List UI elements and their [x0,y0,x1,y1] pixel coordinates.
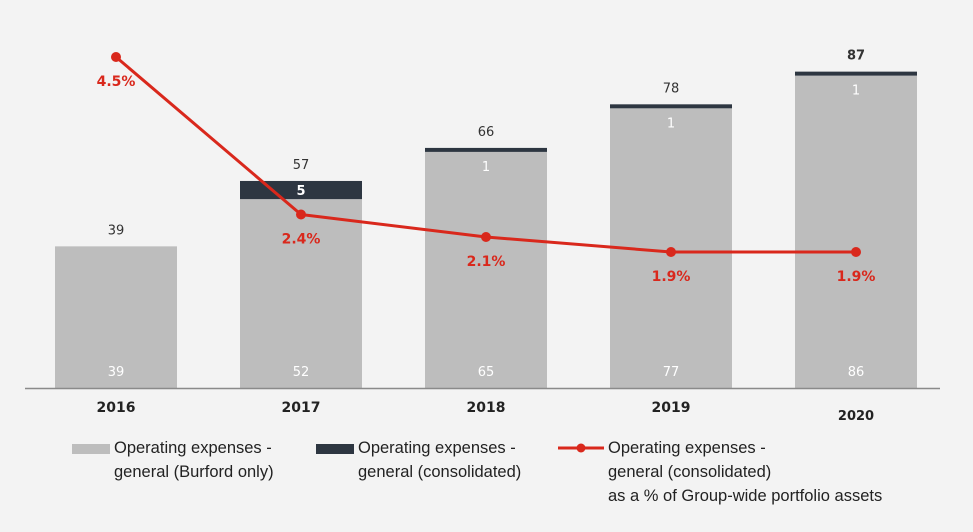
legend-label-consolidated: Operating expenses - general (consolidat… [358,436,521,484]
legend-item-consolidated: Operating expenses - general (consolidat… [316,436,521,484]
label-consolidated-2020: 1 [852,84,860,99]
legend-label-burford-only: Operating expenses - general (Burford on… [114,436,274,484]
bar-consolidated-2020 [795,71,917,76]
label-consolidated-2018: 1 [482,160,490,175]
line-point-2020 [851,247,861,257]
line-label-2019: 1.9% [652,269,691,285]
legend-line: as a % of Group-wide portfolio assets [608,487,883,505]
line-label-2017: 2.4% [282,232,321,248]
label-consolidated-2019: 1 [667,116,675,131]
bar-burford-only-2016 [55,246,177,388]
legend-swatch-burford-only [72,444,110,454]
legend-line: general (Burford only) [114,463,274,481]
legend-swatch-consolidated [316,444,354,454]
x-tick-2016: 2016 [97,400,136,416]
x-tick-2020: 2020 [838,409,874,424]
x-tick-2019: 2019 [652,400,691,416]
line-label-2020: 1.9% [837,269,876,285]
label-total-2019: 78 [663,81,680,96]
legend-item-percentage: Operating expenses - general (consolidat… [558,436,882,508]
legend-item-burford-only: Operating expenses - general (Burford on… [72,436,274,484]
bar-burford-only-2018 [425,151,547,388]
label-base-2019: 77 [663,365,680,380]
bar-burford-only-2017 [240,199,362,388]
line-label-2018: 2.1% [467,254,506,270]
x-tick-2017: 2017 [282,400,321,416]
label-base-2020: 86 [848,365,865,380]
label-total-2016: 39 [108,223,125,238]
legend-label-percentage: Operating expenses - general (consolidat… [608,436,882,508]
label-consolidated-2017: 5 [296,184,305,199]
legend-line: Operating expenses - [114,439,272,457]
legend-line: general (consolidated) [608,463,772,481]
legend-line: Operating expenses - [358,439,516,457]
legend-line: Operating expenses - [608,439,766,457]
bar-consolidated-2017 [240,180,362,200]
line-point-2018 [481,232,491,242]
line-point-2016 [111,52,121,62]
line-point-2017 [296,209,306,220]
label-base-2017: 52 [293,365,310,380]
bar-consolidated-2019 [610,104,732,109]
label-total-2018: 66 [478,125,495,140]
bar-consolidated-2018 [425,147,547,152]
label-base-2018: 65 [478,365,495,380]
x-tick-2018: 2018 [467,400,506,416]
line-point-2019 [666,247,676,257]
line-label-2016: 4.5% [97,74,136,90]
label-total-2017: 57 [293,158,310,173]
label-total-2020: 87 [847,49,865,64]
legend-swatch-percentage [558,443,604,453]
legend: Operating expenses - general (Burford on… [0,436,973,528]
legend-line: general (consolidated) [358,463,522,481]
bar-burford-only-2020 [795,75,917,388]
label-base-2016: 39 [108,365,125,380]
